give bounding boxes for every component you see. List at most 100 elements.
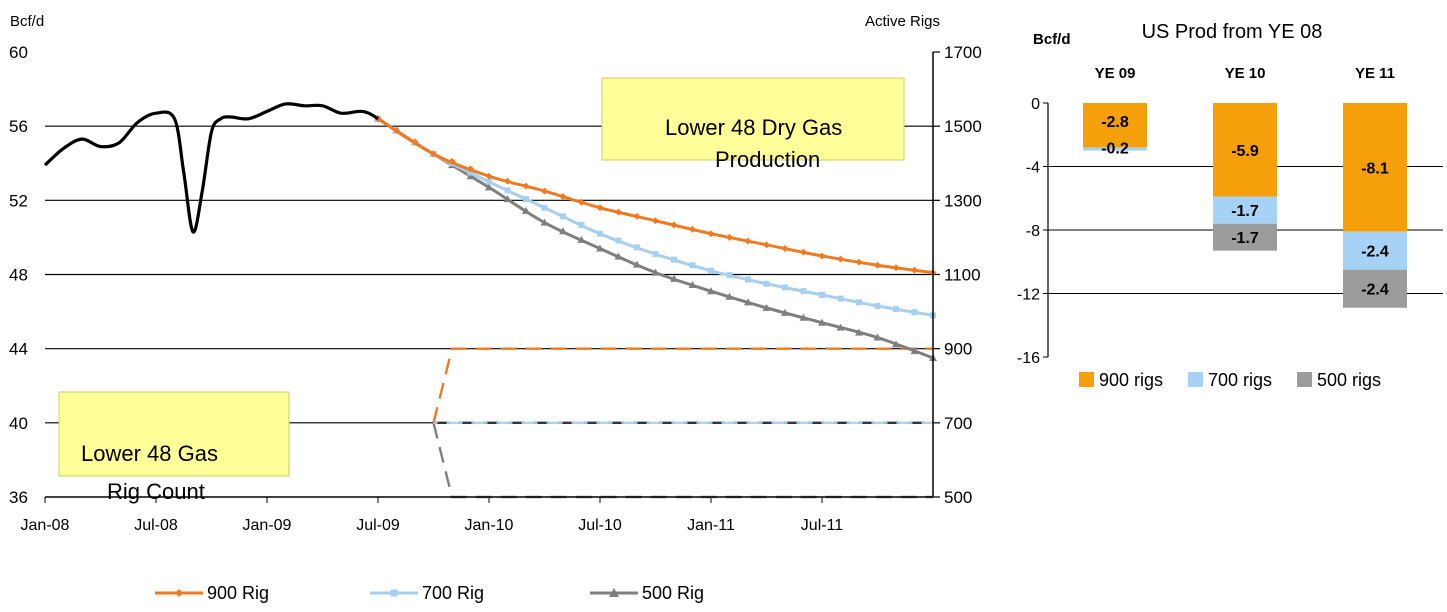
marker-700-rig [708, 267, 714, 274]
marker-900-rig [763, 241, 770, 249]
right-y-tick-label: 1700 [944, 43, 982, 62]
production-historical-line [43, 102, 379, 234]
bar-legend-swatch [1188, 372, 1203, 387]
bar-segment-700-rigs [1213, 196, 1277, 224]
production-rig-line-chart: Bcf/d Active Rigs 60 56 52 48 44 40 36 1700 150… [9, 13, 982, 603]
marker-700-rig [782, 284, 788, 291]
marker-700-rig [800, 288, 807, 295]
marker-700-rig [652, 251, 659, 258]
bar-category-label: YE 10 [1225, 65, 1266, 82]
bar-y-tick-labels: 0 -4 -8 -12 -16 [1017, 96, 1048, 367]
marker-700-rig [856, 299, 862, 306]
bar-category-label: YE 09 [1095, 65, 1136, 82]
marker-900-rig [670, 221, 678, 229]
marker-500-rig [559, 227, 567, 235]
right-y-tick-labels: 1700 1500 1300 1100 900 700 500 [933, 43, 982, 507]
marker-900-rig [578, 198, 585, 206]
marker-500-rig [466, 172, 475, 180]
bar-data-label: -0.2 [1101, 141, 1129, 158]
annotation-rig-count [58, 391, 290, 477]
marker-700-rig [837, 295, 844, 302]
marker-700-rig [726, 272, 733, 279]
rig-assumption-line-500-rig [432, 422, 933, 499]
bar-data-label: -1.7 [1231, 230, 1259, 247]
marker-500-rig [855, 328, 863, 336]
marker-700-rig [523, 196, 529, 203]
marker-500-rig [651, 268, 660, 276]
marker-700-rig [467, 169, 474, 176]
marker-900-rig [652, 217, 659, 225]
annotation-rig-line2: Rig Count [107, 479, 205, 504]
bar-segment-900-rigs [1213, 103, 1277, 197]
marker-900-rig [485, 172, 493, 180]
x-tick-label: Jul-09 [356, 517, 400, 534]
marker-700-rig [486, 178, 492, 185]
left-y-tick-label: 40 [9, 414, 28, 433]
bar-y-tick-label: -4 [1026, 160, 1040, 177]
marker-700-rig [763, 280, 770, 287]
legend-marker [390, 589, 398, 597]
marker-500-rig [836, 323, 845, 331]
right-y-tick-label: 1500 [944, 117, 982, 136]
bar-legend: 900 rigs 700 rigs 500 rigs [1079, 370, 1381, 390]
right-axis-unit: Active Rigs [865, 13, 940, 30]
left-axis-unit: Bcf/d [10, 13, 44, 30]
marker-500-rig [762, 303, 771, 311]
bar-y-tick-label: 0 [1031, 96, 1040, 113]
bar-y-axis-unit: Bcf/d [1033, 31, 1071, 48]
bar-legend-label: 900 rigs [1099, 370, 1163, 390]
marker-900-rig [818, 252, 826, 260]
marker-900-rig [726, 233, 733, 241]
bar-data-label: -2.4 [1361, 244, 1389, 261]
bar-data-label: -2.4 [1361, 282, 1389, 299]
marker-900-rig [781, 245, 789, 253]
bars-layer: -2.8 -0.2 -5.9 -1.7 -1.7 -8.1 -2.4 -2.4 [1083, 103, 1407, 308]
marker-900-rig [541, 187, 548, 195]
marker-900-rig [559, 193, 567, 201]
annotation-production-line2: Production [715, 147, 820, 172]
series-layer [43, 102, 937, 499]
annotation-rig-box [58, 391, 290, 477]
bar-legend-label: 700 rigs [1208, 370, 1272, 390]
right-y-tick-label: 900 [944, 340, 972, 359]
bar-data-label: -5.9 [1231, 143, 1259, 160]
x-tick-label: Jul-11 [801, 517, 843, 534]
bar-segment-700-rigs [1343, 231, 1407, 270]
marker-500-rig [892, 340, 900, 348]
marker-700-rig [597, 230, 603, 237]
marker-900-rig [911, 266, 918, 274]
marker-500-rig [503, 195, 512, 203]
bar-segment-900-rigs [1083, 103, 1147, 148]
marker-900-rig [448, 157, 456, 165]
left-y-tick-labels: 60 56 52 48 44 40 36 [9, 43, 28, 507]
marker-700-rig [745, 276, 751, 283]
marker-500-rig [910, 347, 919, 355]
marker-500-rig [633, 260, 641, 268]
production-line-500-rig [377, 117, 934, 360]
marker-700-rig [504, 187, 511, 194]
bar-chart-title: US Prod from YE 08 [1142, 21, 1323, 43]
marker-500-rig [781, 308, 789, 316]
right-y-tick-label: 500 [944, 488, 972, 507]
marker-900-rig [855, 258, 863, 266]
right-y-tick-label: 1100 [944, 266, 981, 285]
marker-900-rig [837, 255, 844, 263]
left-y-tick-label: 48 [9, 266, 28, 285]
bar-y-tick-label: -16 [1017, 350, 1040, 367]
legend-label: 500 Rig [642, 583, 704, 603]
marker-700-rig [578, 222, 585, 229]
marker-900-rig [504, 177, 511, 185]
marker-900-rig [393, 126, 400, 134]
marker-900-rig [411, 138, 419, 146]
marker-900-rig [800, 248, 807, 256]
marker-900-rig [633, 212, 641, 220]
marker-700-rig [911, 309, 918, 316]
right-y-tick-label: 1300 [944, 191, 982, 210]
x-tick-label: Jan-10 [465, 517, 514, 534]
left-y-tick-label: 60 [9, 43, 28, 62]
marker-700-rig [671, 256, 677, 263]
annotation-production [601, 77, 905, 161]
left-y-tick-label: 52 [9, 191, 28, 210]
bar-segment-700-rigs [1083, 147, 1147, 151]
